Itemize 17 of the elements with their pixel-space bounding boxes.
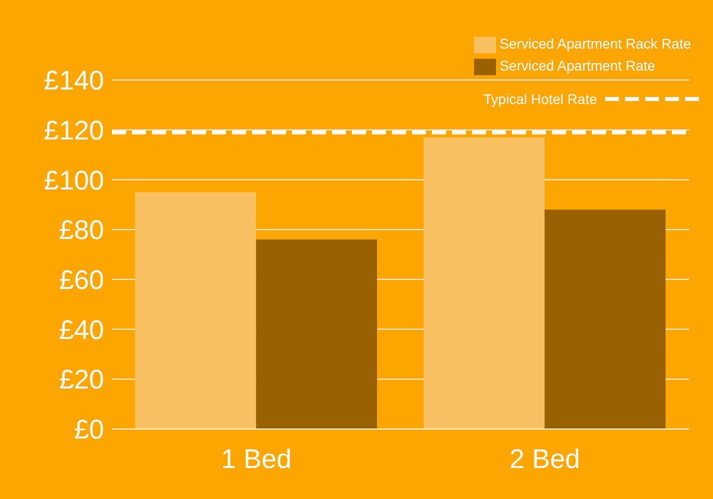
bar [135, 192, 256, 429]
y-tick-label: £20 [58, 364, 104, 395]
y-tick-label: £0 [74, 414, 104, 445]
y-tick-label: £80 [58, 215, 104, 246]
y-tick-label: £100 [44, 165, 104, 196]
y-tick-label: £140 [44, 66, 104, 96]
x-tick-label: 1 Bed [220, 444, 292, 474]
legend-label: Serviced Apartment Rack Rate [500, 36, 691, 52]
x-tick-label: 2 Bed [509, 444, 580, 474]
y-tick-label: £120 [44, 115, 104, 146]
bar [256, 240, 378, 429]
legend-label: Serviced Apartment Rate [500, 58, 656, 74]
y-tick-label: £40 [58, 314, 104, 345]
ref-line-label: Typical Hotel Rate [483, 91, 597, 107]
y-tick-label: £60 [58, 265, 104, 296]
bar [424, 137, 545, 429]
bar [544, 210, 666, 429]
